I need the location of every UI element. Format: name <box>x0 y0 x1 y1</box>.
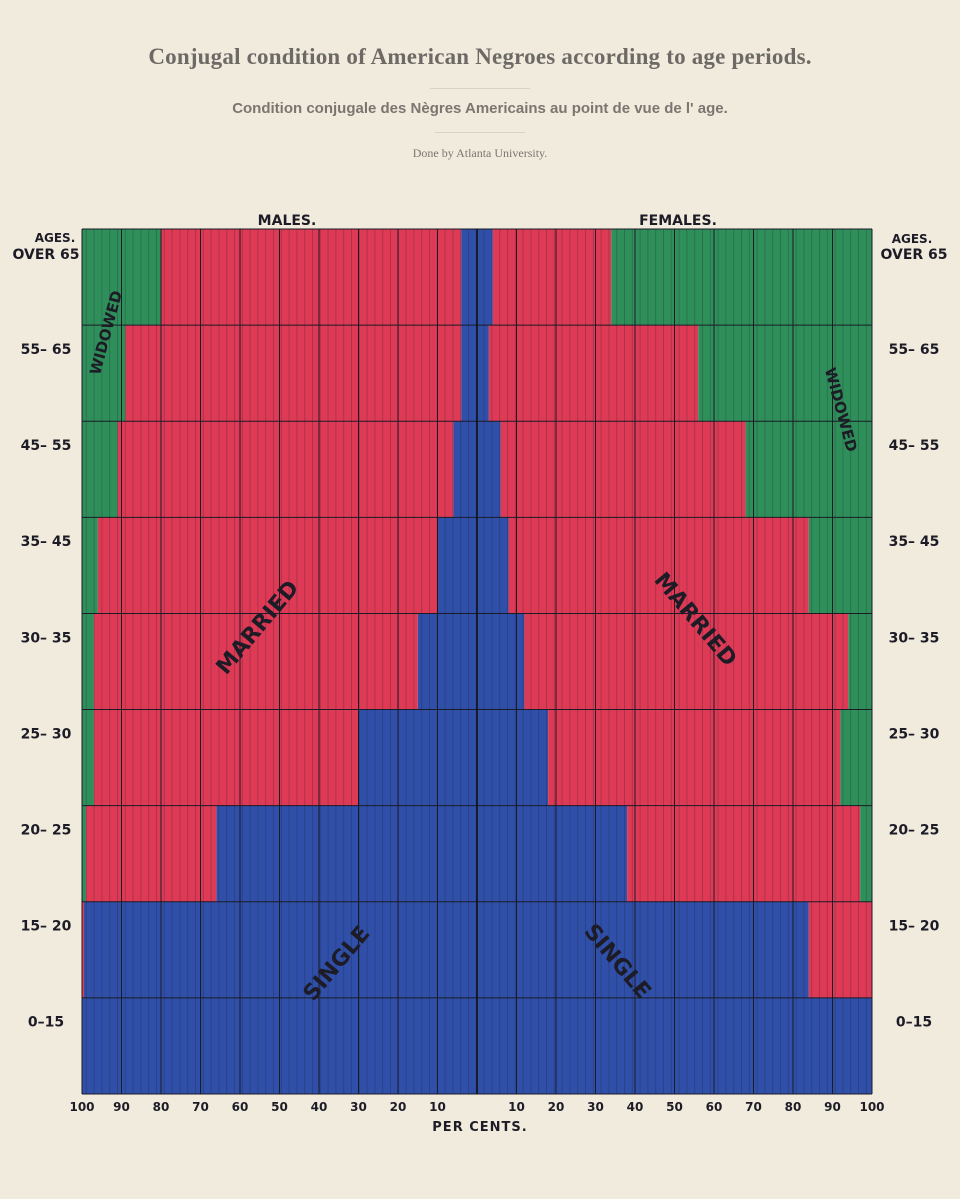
x-tick-left-50: 50 <box>271 1100 288 1114</box>
age-label-left-4: 30– 35 <box>21 630 72 646</box>
x-tick-right-50: 50 <box>666 1100 683 1114</box>
x-tick-right-80: 80 <box>785 1100 802 1114</box>
x-tick-left-100: 100 <box>69 1100 94 1114</box>
age-label-left-3: 35– 45 <box>21 534 72 550</box>
x-tick-left-60: 60 <box>232 1100 249 1114</box>
x-tick-right-70: 70 <box>745 1100 762 1114</box>
x-tick-left-70: 70 <box>192 1100 209 1114</box>
x-tick-left-10: 10 <box>429 1100 446 1114</box>
subtitle-divider <box>435 132 525 133</box>
age-label-left-6: 20– 25 <box>21 823 72 839</box>
age-label-left-1: 55– 65 <box>21 342 72 358</box>
x-tick-right-40: 40 <box>627 1100 644 1114</box>
x-tick-left-30: 30 <box>350 1100 367 1114</box>
x-tick-right-90: 90 <box>824 1100 841 1114</box>
x-tick-left-80: 80 <box>153 1100 170 1114</box>
chart-subtitle: Condition conjugale des Nègres Americain… <box>232 100 728 117</box>
x-tick-right-10: 10 <box>508 1100 525 1114</box>
x-tick-right-100: 100 <box>859 1100 884 1114</box>
age-label-right-1: 55– 65 <box>889 342 940 358</box>
age-label-right-2: 45– 55 <box>889 438 940 454</box>
age-label-right-0: OVER 65 <box>880 247 947 263</box>
age-heading-left: AGES. <box>35 231 76 245</box>
age-label-right-7: 15– 20 <box>889 919 940 935</box>
age-heading-right: AGES. <box>892 232 933 246</box>
chart-credit: Done by Atlanta University. <box>412 146 548 160</box>
age-label-right-8: 0–15 <box>896 1015 932 1031</box>
age-label-right-5: 25– 30 <box>889 726 940 742</box>
x-tick-right-30: 30 <box>587 1100 604 1114</box>
x-tick-left-20: 20 <box>390 1100 407 1114</box>
chart-title: Conjugal condition of American Negroes a… <box>148 44 812 69</box>
age-label-left-7: 15– 20 <box>21 919 72 935</box>
x-tick-right-60: 60 <box>706 1100 723 1114</box>
females-heading: FEMALES. <box>639 213 717 229</box>
age-label-left-0: OVER 65 <box>12 247 79 263</box>
title-divider <box>430 88 530 89</box>
age-label-right-4: 30– 35 <box>889 630 940 646</box>
x-tick-left-90: 90 <box>113 1100 130 1114</box>
x-tick-left-40: 40 <box>311 1100 328 1114</box>
age-label-right-3: 35– 45 <box>889 534 940 550</box>
age-label-left-2: 45– 55 <box>21 438 72 454</box>
x-tick-right-20: 20 <box>548 1100 565 1114</box>
x-axis-label: PER CENTS. <box>432 1120 527 1135</box>
age-label-left-8: 0–15 <box>28 1015 64 1031</box>
age-label-right-6: 20– 25 <box>889 823 940 839</box>
grid-layer <box>81 228 873 1095</box>
age-label-left-5: 25– 30 <box>21 726 72 742</box>
males-heading: MALES. <box>258 213 317 229</box>
